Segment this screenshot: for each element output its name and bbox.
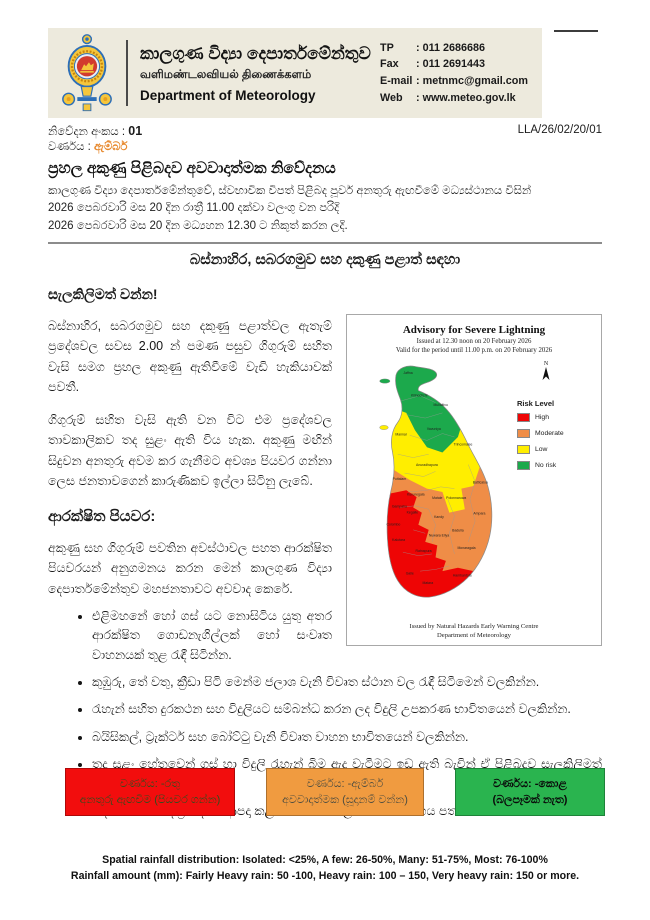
- header-divider: [126, 40, 128, 106]
- svg-text:Batticaloa: Batticaloa: [473, 480, 488, 484]
- svg-text:Puttalam: Puttalam: [393, 477, 407, 481]
- svg-text:Kegalle: Kegalle: [407, 511, 419, 515]
- warning-color-value: ඇම්බර්: [94, 141, 128, 153]
- advisory-line-1: කාලගුණ විද්‍යා දෙපාර්තමේන්තුවේ, ස්වභාවික…: [48, 185, 532, 197]
- map-title: Advisory for Severe Lightning: [402, 324, 546, 336]
- letterhead: කාලගුණ විද්‍යා දෙපාර්තමේන්තුව வளிமண்டலவி…: [48, 28, 542, 118]
- sri-lanka-emblem-logo: [58, 31, 116, 115]
- warning-paragraph-1: බස්නාහිර, සබරගමුව සහ දකුණු පළාත්වල ඇතැම්…: [48, 319, 332, 394]
- map-valid-line: Valid for the period until 11.00 p.m. on…: [395, 347, 553, 354]
- svg-text:Polonnaruwa: Polonnaruwa: [446, 496, 466, 500]
- lightning-advisory-map-panel: Advisory for Severe Lightning Issued at …: [346, 314, 602, 646]
- district-labels: Jaffna Kilinochchi Mullaitivu Vavuniya M…: [387, 371, 488, 585]
- dept-title-sinhala: කාලගුණ විද්‍යා දෙපාර්තමේන්තුව: [140, 44, 371, 64]
- map-caption: Issued by Natural Hazards Early Warning …: [409, 622, 539, 639]
- contact-phone: TP: 011 2686686: [380, 41, 486, 54]
- legend-title: Risk Level: [517, 399, 555, 408]
- jaffna-islets: [379, 378, 391, 384]
- svg-text:Matale: Matale: [432, 496, 442, 500]
- sri-lanka-risk-map: Jaffna Kilinochchi Mullaitivu Vavuniya M…: [379, 365, 493, 598]
- notice-number: 01: [128, 124, 143, 138]
- footer-line-1: Spatial rainfall distribution: Isolated:…: [102, 854, 548, 866]
- legend-item-low: Low: [517, 445, 593, 454]
- corner-mark: [554, 30, 598, 32]
- safety-bullet-1: එළිමහනේ හෝ ගස් යට නොසිටිය යුතු අතර ආරක්ෂ…: [92, 607, 602, 665]
- risk-box-amber: වර්ණය: -ඇම්බර් අවවාදාත්මක (සූදානම් වන්න): [266, 768, 424, 816]
- svg-text:Kandy: Kandy: [434, 515, 444, 519]
- legend-item-high: High: [517, 413, 593, 422]
- horizontal-rule: [48, 242, 602, 244]
- contact-block: TP: 011 2686686 Fax: 011 2691443 E-mail:…: [380, 40, 532, 107]
- provinces-heading: බස්නාහිර, සබරගමුව සහ දකුණු පළාත් සඳහා: [189, 252, 461, 268]
- safety-bullet-3: රැහැන් සහිත දුරකථන සහ විදුලියට සම්බන්ධ ක…: [92, 700, 602, 719]
- safety-intro: අකුණු සහ ගිගුරුම් පවතින අවස්ථාවල පහත ආරක…: [48, 541, 332, 596]
- moderate-swatch: [517, 429, 530, 438]
- norisk-swatch: [517, 461, 530, 470]
- svg-text:Colombo: Colombo: [387, 523, 401, 527]
- svg-text:Anuradhapura: Anuradhapura: [416, 463, 438, 467]
- footer-line-2: Rainfall amount (mm): Fairly Heavy rain:…: [70, 870, 580, 883]
- attention-heading: සැලකිලිමත් වන්න!: [48, 286, 158, 302]
- svg-text:Hambantota: Hambantota: [453, 573, 472, 577]
- svg-text:Vavuniya: Vavuniya: [427, 427, 441, 431]
- risk-box-red: වර්ණය: -රතු අනතුරු ඇඟවීම (පියවර ගන්න): [65, 768, 235, 816]
- svg-text:Nuwara Eliya: Nuwara Eliya: [429, 534, 449, 538]
- contact-email: E-mail: metnmc@gmail.com: [380, 75, 528, 87]
- north-arrow-icon: N: [539, 359, 553, 388]
- svg-text:Mannar: Mannar: [395, 432, 408, 436]
- risk-legend: Risk Level High Moderate Low No risk: [517, 399, 593, 477]
- svg-text:Ratnapura: Ratnapura: [415, 549, 431, 553]
- svg-text:Jaffna: Jaffna: [403, 371, 412, 375]
- warning-paragraph-2: ගිගුරුම් සහිත වැසි ඇති වන විට එම ප්‍රදේශ…: [48, 413, 332, 488]
- advisory-issue-details: කාලගුණ විද්‍යා දෙපාර්තමේන්තුවේ, ස්වභාවික…: [48, 183, 602, 235]
- svg-text:Kalutara: Kalutara: [392, 538, 405, 542]
- dept-title-english: Department of Meteorology: [140, 87, 316, 103]
- map-issued-line: Issued at 12.30 noon on 20 February 2026: [416, 338, 532, 345]
- svg-text:Gampaha: Gampaha: [392, 505, 407, 509]
- risk-color-boxes: වර්ණය: -රතු අනතුරු ඇඟවීම (පියවර ගන්න) වර…: [65, 768, 605, 816]
- svg-text:Ampara: Ampara: [473, 511, 485, 515]
- safety-steps-heading: ආරක්ෂිත පියවර:: [48, 508, 156, 525]
- svg-text:Monaragala: Monaragala: [457, 546, 475, 550]
- contact-web: Web: www.meteo.gov.lk: [380, 91, 516, 104]
- advisory-line-3: 2026 පෙබරවාරි මස 20 දින මධ්‍යහන 12.30 ට …: [48, 219, 348, 232]
- low-swatch: [517, 445, 530, 454]
- notice-number-row: නිවේදන අංකය : 01: [48, 124, 143, 138]
- svg-text:Matara: Matara: [422, 581, 433, 585]
- high-swatch: [517, 413, 530, 422]
- dept-title-tamil: வளிமண்டலவியல் திணைக்களம்: [140, 68, 312, 81]
- svg-text:Trincomalee: Trincomalee: [454, 443, 473, 447]
- warning-color-row: වර්ණය : ඇම්බර්: [48, 141, 128, 153]
- legend-item-moderate: Moderate: [517, 429, 593, 438]
- svg-text:Kilinochchi: Kilinochchi: [411, 394, 428, 398]
- svg-text:Mullaitivu: Mullaitivu: [434, 403, 448, 407]
- emblem-graphic: [62, 34, 112, 112]
- advisory-line-2: 2026 පෙබරවාරි මස 20 දින රාත්‍රී 11.00 දක…: [48, 202, 340, 215]
- reference-code: LLA/26/02/20/01: [517, 124, 602, 136]
- svg-text:Kurunegala: Kurunegala: [407, 492, 425, 496]
- svg-text:Badulla: Badulla: [452, 529, 464, 533]
- safety-bullet-2: කුඹුරු, තේ වතු, ක්‍රීඩා පිටි මෙන්ම ජලාශ …: [92, 673, 602, 692]
- rainfall-definitions-footer: Spatial rainfall distribution: Isolated:…: [0, 852, 650, 885]
- advisory-heading: ප්‍රහල අකුණු පිළිබදව අවවාදාත්මක නිවේදනය: [48, 160, 336, 177]
- svg-text:Galle: Galle: [406, 572, 414, 576]
- mannar-island: [379, 425, 389, 430]
- risk-box-green: වර්ණය: -කොළ (බලපෑමක් නැත): [455, 768, 605, 816]
- svg-text:N: N: [544, 361, 549, 367]
- safety-bullet-4: බයිසිකල්, ට්‍රැක්ටර් සහ බෝට්ටු වැනි විවෘ…: [92, 728, 602, 747]
- contact-fax: Fax: 011 2691443: [380, 58, 486, 71]
- legend-item-norisk: No risk: [517, 461, 593, 470]
